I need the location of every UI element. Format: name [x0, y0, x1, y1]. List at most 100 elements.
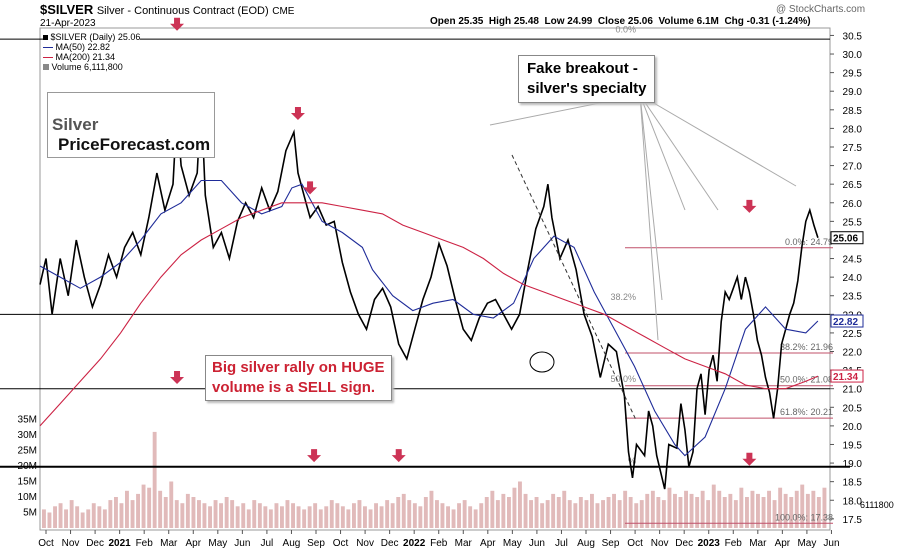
- volume-bar: [578, 497, 583, 528]
- volume-bar: [268, 509, 273, 528]
- ma200-tag: 21.34: [833, 372, 858, 383]
- volume-bar: [722, 497, 727, 528]
- fib-old-label: 38.2%: [610, 292, 636, 302]
- volume-bar: [479, 503, 484, 528]
- quote-open: Open 25.35: [430, 16, 484, 27]
- y-tick-label: 19.0: [843, 459, 863, 470]
- y-tick-label: 26.5: [843, 180, 863, 191]
- volume-bar: [473, 509, 478, 528]
- down-arrow: [391, 449, 406, 463]
- y-tick-label: 20.0: [843, 422, 863, 433]
- legend-item-ma50: MA(50) 22.82: [43, 42, 140, 52]
- volume-bar: [252, 500, 257, 528]
- volume-bar: [363, 506, 367, 528]
- x-tick-label: Oct: [38, 538, 54, 549]
- volume-bar: [374, 503, 378, 528]
- volume-bar: [595, 503, 600, 528]
- volume-bar: [130, 500, 135, 528]
- volume-bar: [241, 503, 246, 528]
- y-tick-label: 22.0: [843, 348, 863, 359]
- volume-tag: 6111800: [860, 500, 894, 510]
- x-tick-label: May: [797, 538, 816, 549]
- volume-bar: [396, 497, 401, 528]
- volume-bar: [47, 512, 52, 528]
- down-arrow: [290, 106, 305, 120]
- callout-line: [639, 94, 659, 341]
- volume-bar: [534, 497, 539, 528]
- fib-label: 61.8%: 20.21: [780, 407, 833, 417]
- volume-bar: [423, 497, 428, 528]
- volume-bar: [224, 497, 229, 528]
- volume-bar: [540, 503, 545, 528]
- volume-bar: [484, 497, 489, 528]
- x-tick-label: Apr: [775, 538, 791, 549]
- volume-bar: [58, 503, 63, 528]
- x-tick-label: Oct: [333, 538, 349, 549]
- y-tick-label: 21.0: [843, 385, 863, 396]
- y-tick-label: 30.0: [843, 50, 863, 61]
- quote-low: Low 24.99: [544, 16, 593, 27]
- x-tick-label: Dec: [381, 538, 399, 549]
- ma50-tag-box: [830, 314, 864, 328]
- legend: $SILVER (Daily) 25.06 MA(50) 22.82 MA(20…: [43, 32, 141, 72]
- volume-bar: [158, 490, 163, 528]
- volume-bar: [706, 500, 711, 528]
- down-arrow: [307, 449, 322, 463]
- volume-bar: [556, 497, 561, 528]
- volume-bar: [573, 503, 578, 528]
- x-tick-label: Dec: [675, 538, 693, 549]
- volume-bar: [185, 493, 190, 528]
- price-line: [39, 98, 819, 490]
- volume-tick-label: 15M: [18, 477, 37, 488]
- x-tick-label: Mar: [749, 538, 767, 549]
- volume-bar: [202, 503, 207, 528]
- volume-bar: [567, 500, 572, 528]
- callout-line: [639, 94, 797, 187]
- volume-bar: [147, 487, 152, 528]
- volume-bar: [739, 487, 744, 528]
- volume-bar: [468, 506, 473, 528]
- ma200-tag-box: [830, 369, 864, 383]
- volume-tick-label: 30M: [18, 430, 37, 441]
- fib-old-label: %: [628, 456, 636, 466]
- x-tick-label: Nov: [62, 538, 80, 549]
- y-tick-label: 24.0: [843, 273, 863, 284]
- volume-bar: [246, 509, 251, 528]
- volume-bar: [318, 509, 323, 528]
- volume-bar: [86, 509, 91, 528]
- volume-bar: [805, 493, 810, 528]
- volume-bar: [108, 500, 113, 528]
- volume-tick-label: 5M: [23, 508, 37, 519]
- x-tick-label: Jun: [234, 538, 250, 549]
- volume-bar: [551, 493, 556, 528]
- volume-bar: [235, 506, 240, 528]
- volume-bar: [451, 509, 456, 528]
- quote-high: High 25.48: [488, 16, 539, 27]
- volume-bar: [285, 500, 290, 528]
- volume-bar: [346, 509, 351, 528]
- volume-bar: [728, 493, 733, 528]
- volume-bar: [490, 490, 495, 528]
- volume-bar: [507, 497, 511, 528]
- volume-bar: [379, 506, 384, 528]
- volume-bar: [296, 506, 301, 528]
- fib-label: 0.0%: 24.79: [785, 237, 833, 247]
- legend-swatch: [43, 64, 49, 70]
- volume-bar: [767, 490, 771, 528]
- volume-bar: [390, 503, 395, 528]
- volume-bar: [352, 503, 356, 528]
- y-tick-label: 25.5: [843, 217, 863, 228]
- volume-bar: [673, 493, 677, 528]
- volume-bar: [302, 509, 307, 528]
- volume-bar: [91, 503, 96, 528]
- y-tick-label: 27.0: [843, 162, 863, 173]
- volume-bar: [274, 503, 279, 528]
- volume-bar: [617, 500, 622, 528]
- volume-bar: [667, 487, 672, 528]
- y-tick-label: 28.5: [843, 106, 863, 117]
- fib-old-label: 50.0%: [610, 374, 636, 384]
- y-tick-label: 24.5: [843, 255, 863, 266]
- volume-bar: [634, 503, 639, 528]
- x-tick-label: May: [503, 538, 522, 549]
- volume-bar: [307, 506, 312, 528]
